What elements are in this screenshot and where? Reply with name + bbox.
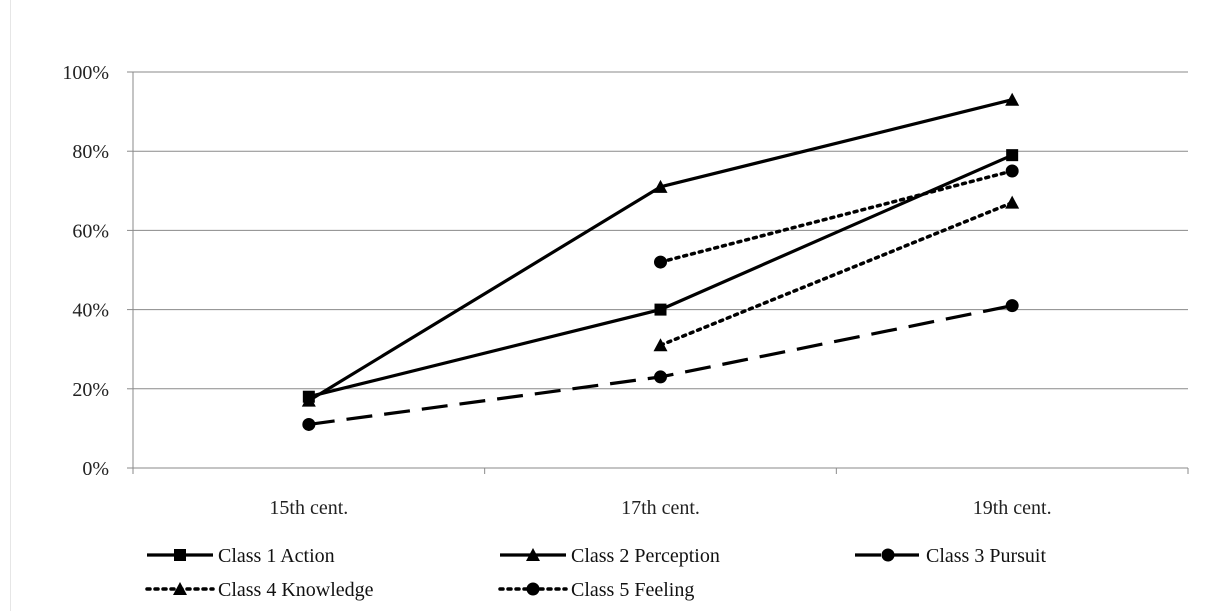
left-border [10, 0, 11, 611]
legend-label: Class 1 Action [218, 545, 335, 567]
legend-item: Class 1 Action [147, 545, 335, 567]
series-1 [302, 149, 1019, 403]
x-tick-label: 19th cent. [973, 497, 1052, 519]
legend-item: Class 4 Knowledge [145, 579, 374, 601]
circle-marker [654, 255, 667, 269]
triangle-marker [653, 338, 668, 352]
circle-marker [1005, 299, 1019, 313]
legend-item: Class 5 Feeling [498, 579, 694, 601]
legend-label: Class 2 Perception [571, 545, 720, 567]
series-3 [302, 299, 1019, 431]
series-line [308, 304, 1013, 427]
circle-marker [654, 370, 667, 384]
square-marker [654, 303, 667, 316]
triangle-marker [1005, 92, 1020, 106]
series-line [308, 98, 1013, 403]
triangle-marker [173, 582, 187, 595]
triangle-marker [301, 393, 316, 407]
triangle-marker [653, 179, 668, 193]
circle-marker [302, 417, 316, 431]
y-tick-label: 40% [72, 300, 109, 322]
x-tick-labels: 15th cent. 17th cent. 19th cent. [269, 497, 1051, 519]
circle-marker [526, 582, 540, 596]
legend-item: Class 3 Pursuit [855, 545, 1046, 567]
series-line [658, 200, 1014, 347]
circle-marker [1005, 164, 1019, 178]
square-marker [1006, 149, 1019, 162]
square-marker [174, 549, 186, 561]
y-tick-labels: 0% 20% 40% 60% 80% 100% [62, 62, 109, 480]
triangle-marker [526, 548, 540, 561]
axes [127, 71, 1189, 474]
x-tick-label: 15th cent. [269, 497, 348, 519]
legend-label: Class 4 Knowledge [218, 579, 374, 601]
y-tick-label: 0% [82, 458, 109, 480]
legend-label: Class 5 Feeling [571, 579, 694, 601]
legend-item: Class 2 Perception [500, 545, 720, 567]
y-tick-label: 20% [72, 379, 109, 401]
legend-label: Class 3 Pursuit [926, 545, 1046, 567]
circle-marker [881, 548, 895, 562]
y-tick-label: 80% [72, 141, 109, 163]
series-2 [301, 92, 1020, 407]
y-tick-label: 100% [62, 62, 109, 84]
x-tick-label: 17th cent. [621, 497, 700, 519]
series-line [658, 169, 1014, 264]
series-4 [653, 195, 1020, 352]
series-group [301, 92, 1020, 431]
series-5 [654, 164, 1019, 269]
y-tick-label: 60% [72, 220, 109, 242]
legend: Class 1 Action Class 2 Perception Class 3 … [145, 545, 1046, 601]
triangle-marker [1005, 195, 1020, 209]
